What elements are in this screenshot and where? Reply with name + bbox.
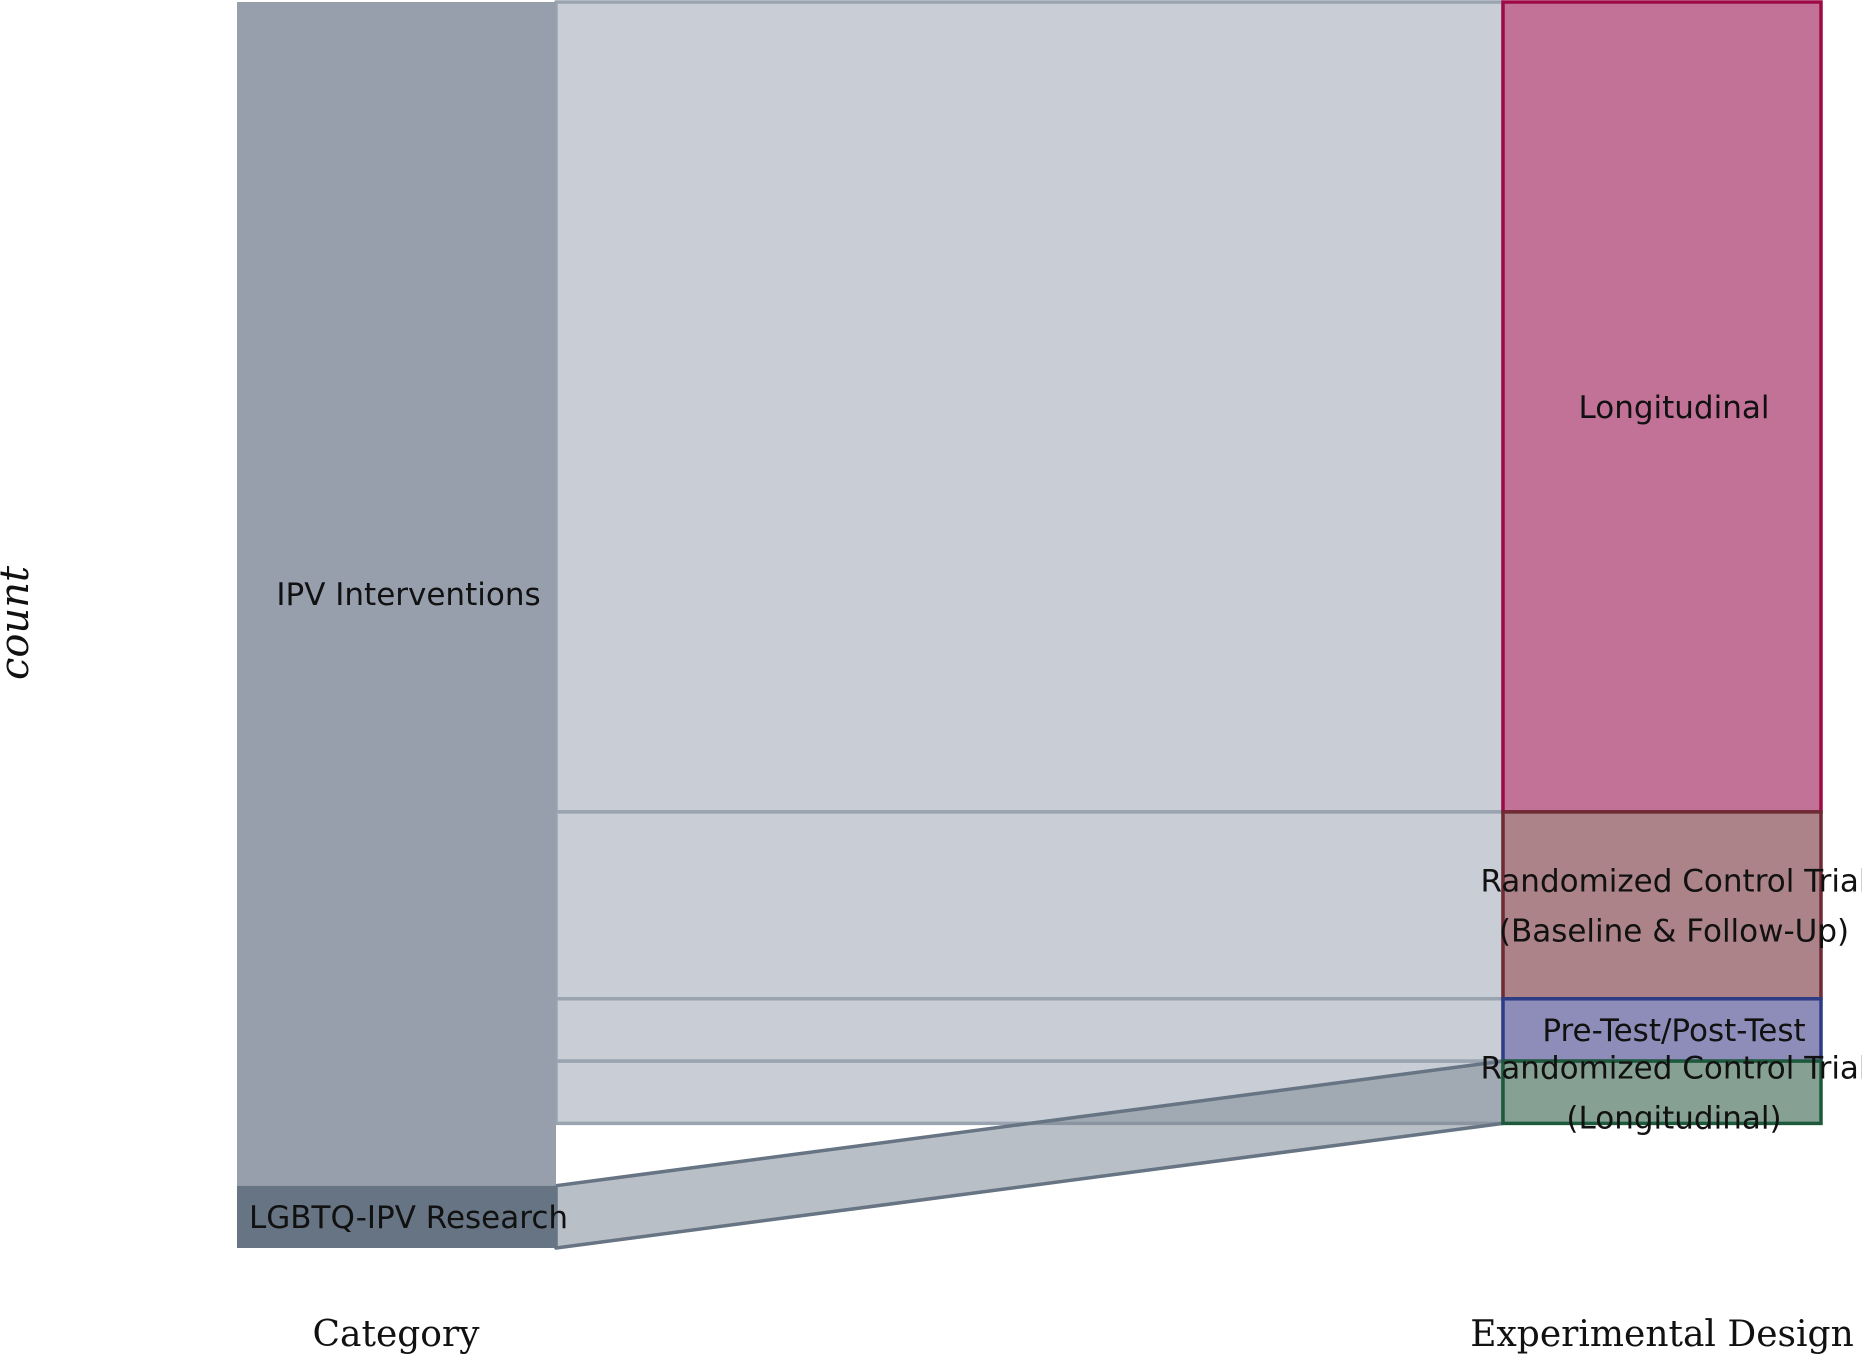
node-rctl bbox=[1501, 1059, 1823, 1126]
node-label-line: Randomized Control Trial bbox=[1480, 1050, 1862, 1086]
node-label-pre: Pre-Test/Post-Test bbox=[1542, 1013, 1805, 1049]
flow-ipv-pre bbox=[554, 997, 1505, 1063]
axis-title-category: Category bbox=[312, 1314, 480, 1355]
node-label-line: (Longitudinal) bbox=[1566, 1100, 1781, 1136]
node-rctb bbox=[1501, 810, 1823, 1001]
node-label-lgbtq: LGBTQ-IPV Research bbox=[249, 1200, 568, 1236]
node-label-line: (Baseline & Follow-Up) bbox=[1499, 913, 1849, 949]
axis-title-experimental-design: Experimental Design bbox=[1470, 1314, 1854, 1355]
node-ipv bbox=[237, 2, 556, 1186]
node-lgbtq bbox=[237, 1185, 556, 1248]
node-pre bbox=[1501, 997, 1823, 1063]
node-label-rctl: Randomized Control Trial (Longitudinal) bbox=[1480, 1050, 1862, 1136]
flow-ipv-rctb bbox=[554, 810, 1505, 1001]
y-axis-label: count bbox=[0, 565, 38, 680]
node-long bbox=[1501, 0, 1823, 814]
node-label-line: Randomized Control Trial bbox=[1480, 863, 1862, 899]
flow-layer bbox=[554, 0, 1505, 1250]
node-layer bbox=[237, 0, 1823, 1248]
label-layer: IPV Interventions LGBTQ-IPV Research Longi… bbox=[249, 390, 1862, 1236]
node-label-rctb: Randomized Control Trial (Baseline & Foll… bbox=[1480, 863, 1862, 949]
node-label-line: Pre-Test/Post-Test bbox=[1542, 1013, 1805, 1049]
node-label-long: Longitudinal bbox=[1579, 390, 1770, 426]
node-label-ipv: IPV Interventions bbox=[276, 577, 540, 613]
node-label-line: Longitudinal bbox=[1579, 390, 1770, 426]
flow-ipv-long bbox=[554, 0, 1505, 814]
